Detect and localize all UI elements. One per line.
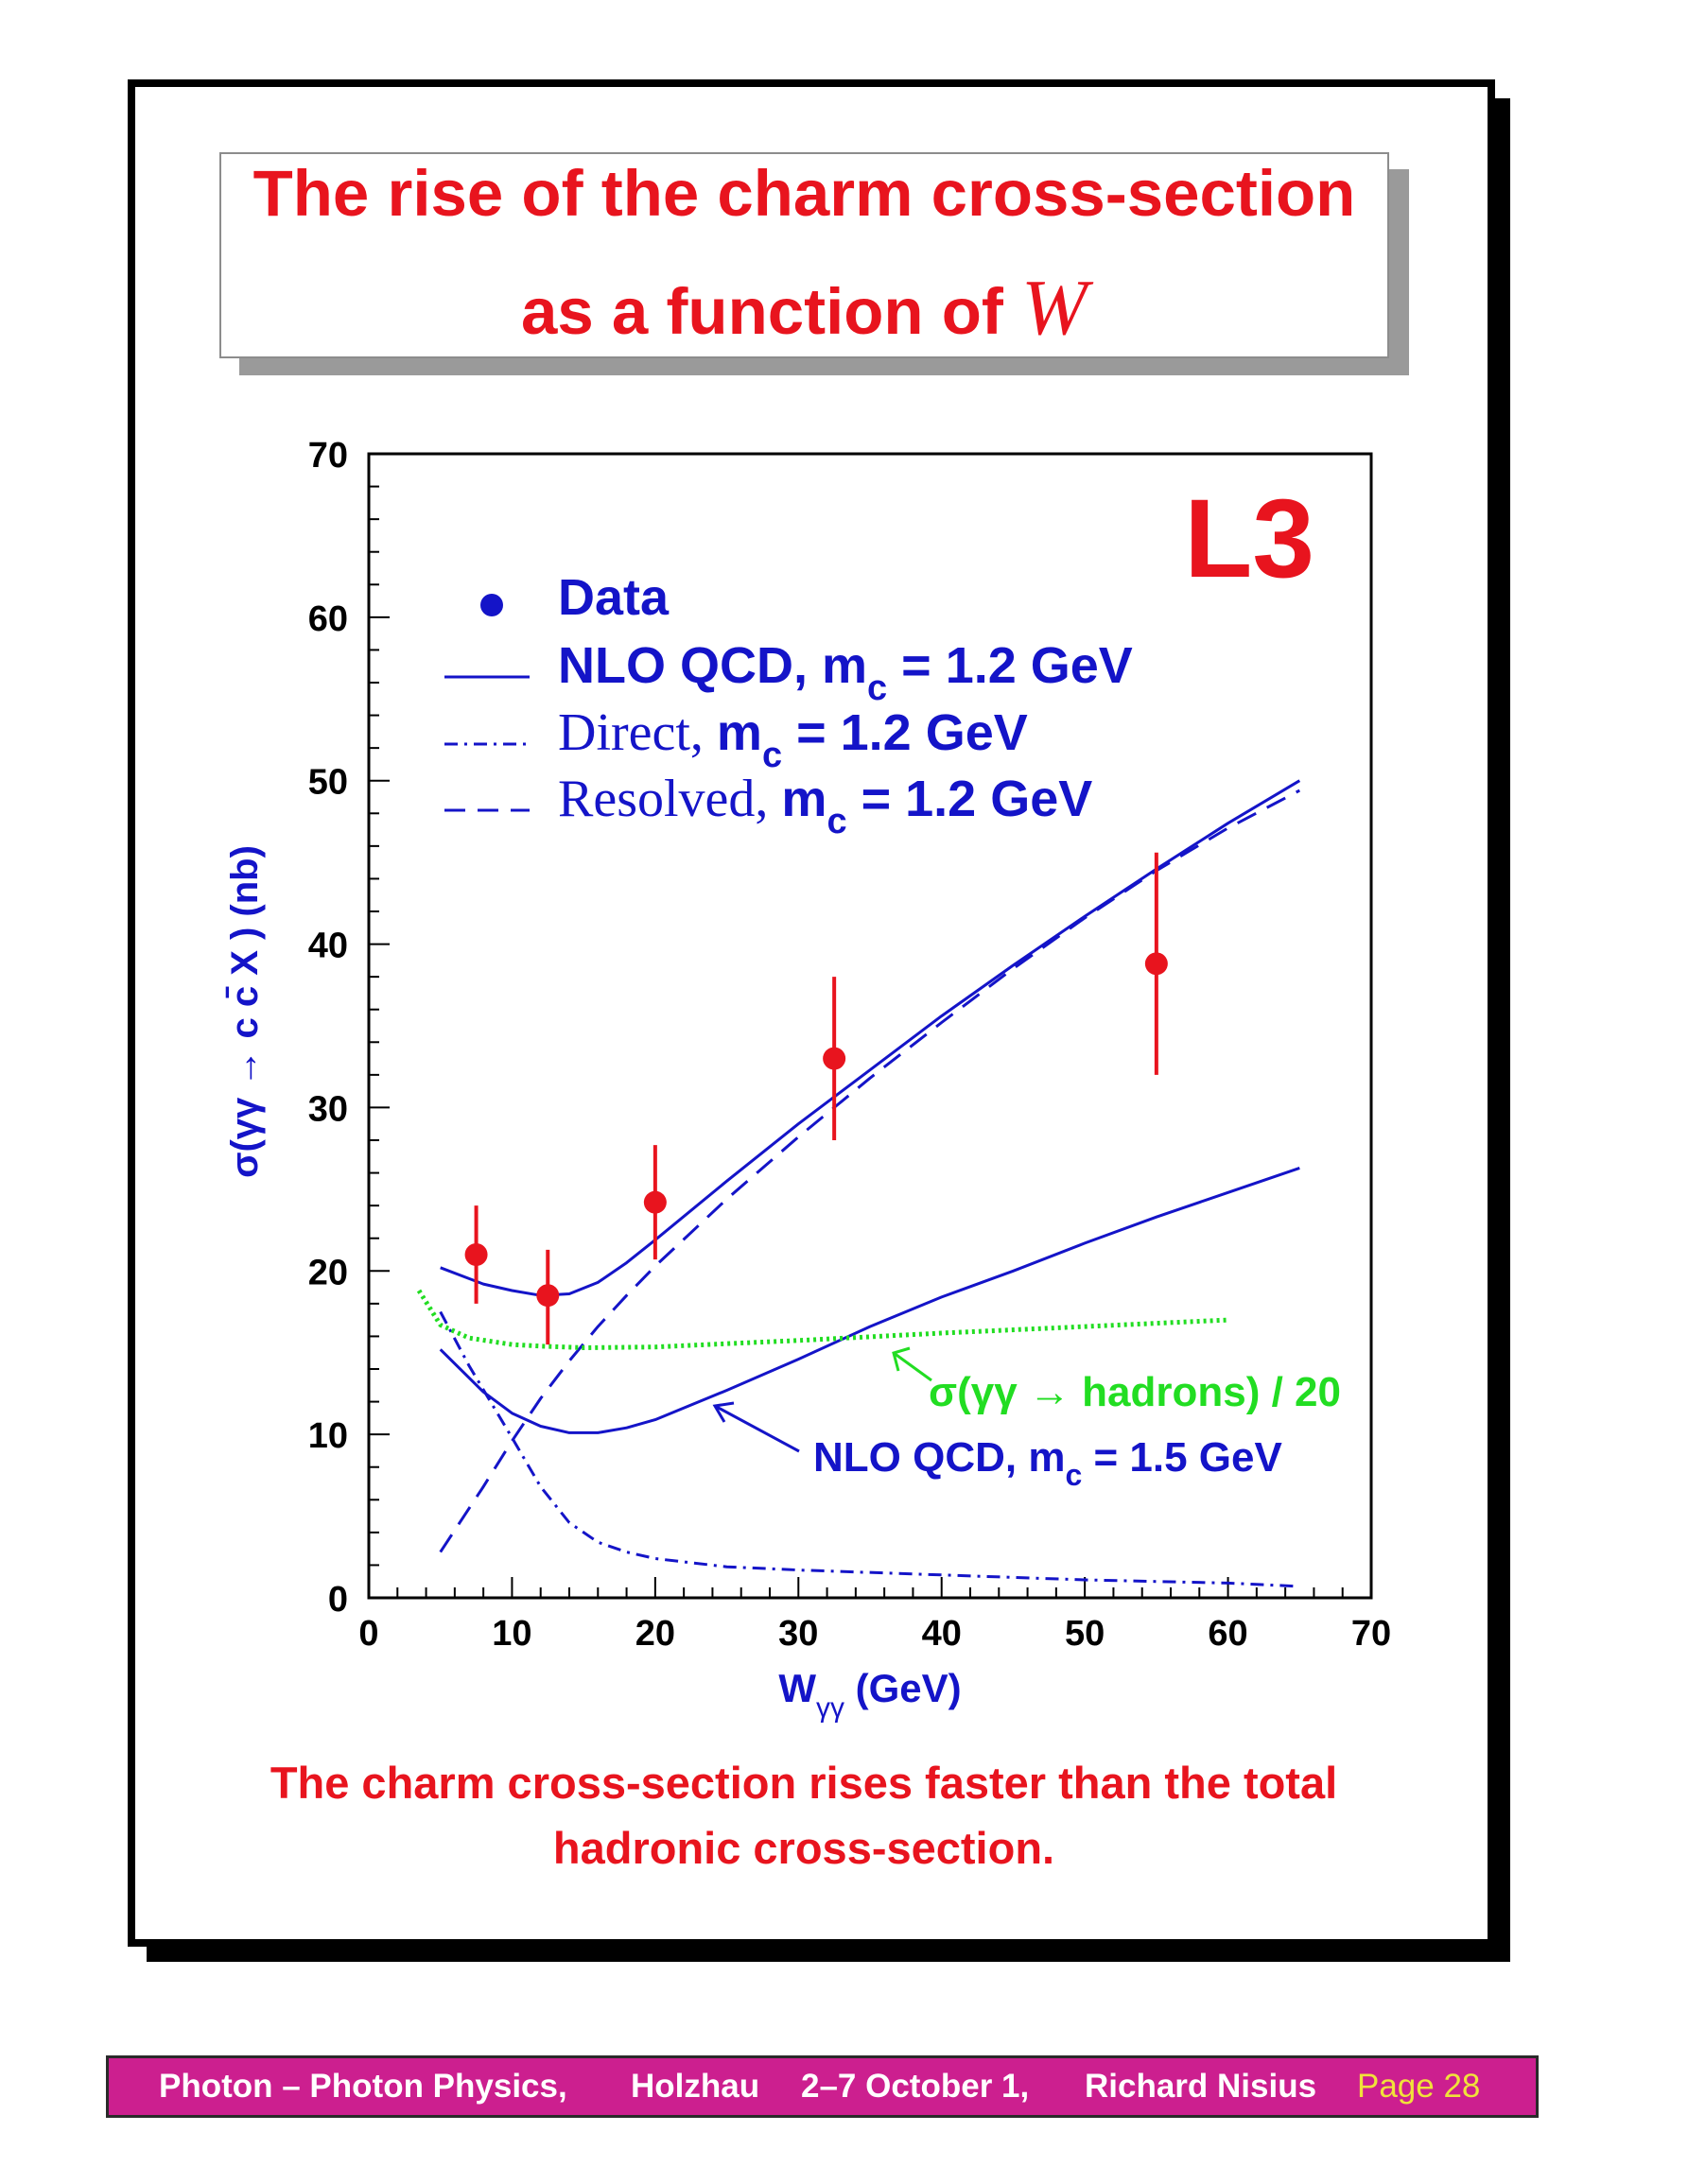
x-tick-label: 40 (922, 1614, 962, 1654)
title-line-2-text: as a function of (520, 275, 1022, 348)
curve-resolved (439, 789, 1300, 1553)
curve-hadrons (416, 1289, 1228, 1350)
data-point (823, 1047, 846, 1070)
y-tick-label: 30 (308, 1089, 348, 1129)
title-line-1: The rise of the charm cross-section (252, 157, 1356, 230)
legend-direct-label: Direct, mc = 1.2 GeV (558, 703, 1028, 775)
footer-author: Richard Nisius (1085, 2068, 1317, 2105)
y-tick-label: 50 (308, 763, 348, 803)
data-point (643, 1190, 667, 1214)
nlo15-annotation: NLO QCD, mc = 1.5 GeV (813, 1434, 1282, 1492)
y-tick-label: 70 (308, 436, 348, 476)
footer-bar: Photon – Photon Physics, Holzhau 2–7 Oct… (106, 2055, 1539, 2118)
x-tick-label: 30 (778, 1614, 818, 1654)
y-tick-label: 20 (308, 1253, 348, 1292)
data-point (464, 1243, 488, 1266)
curve-nlo15 (439, 1166, 1300, 1434)
caption-line-1: The charm cross-section rises faster tha… (270, 1758, 1338, 1808)
footer-talk-title: Photon – Photon Physics, (159, 2068, 567, 2105)
title-box: The rise of the charm cross-section as a… (219, 152, 1389, 358)
hadrons-arrowhead (892, 1346, 911, 1372)
x-tick-label: 60 (1208, 1614, 1247, 1654)
footer-venue: Holzhau (631, 2068, 760, 2105)
legend-data-label: Data (558, 569, 670, 626)
x-axis-label: Wγγ (GeV) (778, 1666, 961, 1724)
title-line-2: as a function of W (221, 262, 1387, 354)
x-tick-label: 10 (492, 1614, 531, 1654)
footer-date: 2–7 October 1, (801, 2068, 1030, 2105)
slide-frame (128, 79, 1495, 1947)
data-point (1144, 952, 1168, 976)
x-tick-label: 70 (1351, 1614, 1391, 1654)
nlo15-arrowhead (712, 1401, 735, 1423)
y-axis-label: σ(γγ → c c̄ X ) (nb) (224, 845, 266, 1178)
y-tick-label: 40 (308, 927, 348, 966)
legend-nlo12-label: NLO QCD, mc = 1.2 GeV (558, 637, 1133, 708)
x-tick-label: 0 (358, 1614, 378, 1654)
curve-nlo12 (440, 779, 1301, 1297)
plot-frame (367, 452, 1373, 1600)
title-w-symbol: W (1021, 264, 1088, 352)
experiment-label: L3 (1184, 477, 1314, 601)
footer-page-number: Page 28 (1357, 2068, 1481, 2105)
hadrons-annotation: σ(γγ → hadrons) / 20 (929, 1369, 1341, 1415)
x-tick-label: 20 (635, 1614, 675, 1654)
hadrons-arrow (893, 1351, 932, 1382)
y-tick-label: 0 (328, 1580, 348, 1620)
data-point (536, 1284, 560, 1308)
legend-resolved-label: Resolved, mc = 1.2 GeV (558, 770, 1092, 841)
x-tick-label: 50 (1065, 1614, 1105, 1654)
caption-line-2: hadronic cross-section. (552, 1823, 1055, 1873)
y-tick-label: 60 (308, 599, 348, 639)
y-tick-label: 10 (308, 1416, 348, 1456)
curve-direct (439, 1310, 1300, 1588)
nlo15-arrow (714, 1404, 800, 1453)
legend-data-marker (480, 594, 503, 616)
